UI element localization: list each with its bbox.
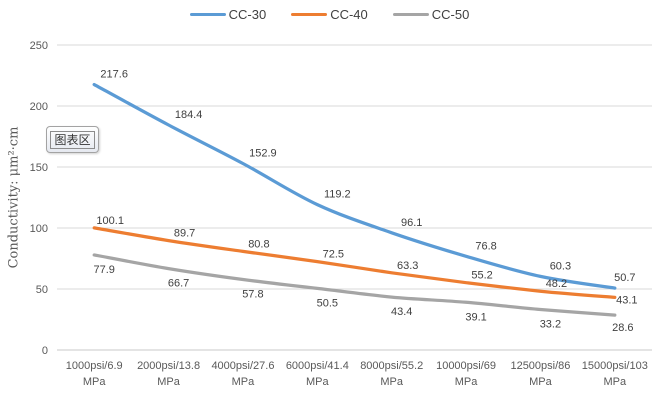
- data-label-cc-30-2: 152.9: [249, 148, 277, 160]
- legend-label: CC-50: [431, 6, 470, 22]
- legend-label: CC-30: [228, 6, 267, 22]
- data-label-cc-40-2: 80.8: [248, 238, 269, 250]
- legend-swatch-cc-40: [291, 12, 328, 16]
- data-label-cc-40-5: 55.2: [471, 270, 492, 282]
- data-label-cc-50-2: 57.8: [242, 289, 263, 301]
- x-axis-label-0: 1000psi/6.9 MPa: [66, 360, 123, 388]
- x-axis-label-7: 15000psi/103 MPa: [582, 360, 648, 388]
- data-label-cc-50-1: 66.7: [168, 278, 189, 290]
- legend-item-cc-40[interactable]: CC-40: [291, 7, 368, 22]
- data-label-cc-30-4: 96.1: [401, 217, 422, 229]
- x-axis-label-5: 10000psi/69 MPa: [436, 360, 496, 388]
- legend-item-cc-30[interactable]: CC-30: [189, 6, 267, 22]
- legend-item-cc-50[interactable]: CC-50: [392, 6, 470, 22]
- series-line-cc-30[interactable]: [92, 82, 617, 290]
- data-label-cc-40-4: 63.3: [397, 260, 418, 272]
- chart-area-tooltip: 图表区: [46, 126, 99, 153]
- data-label-cc-30-5: 76.8: [475, 240, 496, 252]
- x-axis-label-1: 2000psi/13.8 MPa: [137, 360, 200, 388]
- data-label-cc-30-6: 60.3: [550, 260, 571, 272]
- y-tick-label-0: 0: [42, 345, 48, 357]
- data-label-cc-40-1: 89.7: [174, 228, 195, 240]
- x-axis-label-2: 4000psi/27.6 MPa: [211, 360, 274, 388]
- data-label-cc-50-5: 39.1: [465, 311, 486, 323]
- y-tick-label-200: 200: [30, 101, 48, 113]
- legend-swatch-cc-50: [392, 12, 429, 16]
- data-label-cc-40-6: 48.2: [546, 278, 567, 290]
- x-axis-label-3: 6000psi/41.4 MPa: [286, 360, 349, 388]
- data-label-cc-40-3: 72.5: [323, 249, 344, 261]
- data-label-cc-30-3: 119.2: [324, 189, 351, 201]
- y-tick-label-100: 100: [30, 223, 48, 235]
- data-label-cc-40-0: 100.1: [96, 215, 124, 227]
- y-tick-label-250: 250: [30, 40, 48, 52]
- y-tick-label-50: 50: [36, 284, 48, 296]
- data-label-cc-50-7: 28.6: [612, 322, 633, 334]
- data-label-cc-50-4: 43.4: [391, 306, 412, 318]
- x-axis-label-6: 12500psi/86 MPa: [510, 360, 570, 388]
- legend: CC-30 CC-40 CC-50: [0, 5, 659, 23]
- series-line-cc-50[interactable]: [92, 253, 617, 317]
- data-label-cc-30-0: 217.6: [100, 69, 128, 81]
- legend-swatch-cc-30: [189, 12, 226, 16]
- series-line-cc-40[interactable]: [92, 226, 617, 300]
- data-label-cc-30-7: 50.7: [614, 272, 635, 284]
- x-axis-label-4: 8000psi/55.2 MPa: [360, 360, 423, 388]
- data-label-cc-50-0: 77.9: [93, 264, 114, 276]
- data-label-cc-40-7: 43.1: [616, 294, 637, 306]
- data-label-cc-50-3: 50.5: [317, 297, 338, 309]
- legend-label: CC-40: [330, 6, 368, 22]
- data-label-cc-30-1: 184.4: [175, 109, 203, 121]
- y-tick-label-150: 150: [30, 162, 48, 174]
- data-label-cc-50-6: 33.2: [540, 319, 561, 331]
- chart-area-tooltip-label: 图表区: [50, 130, 95, 149]
